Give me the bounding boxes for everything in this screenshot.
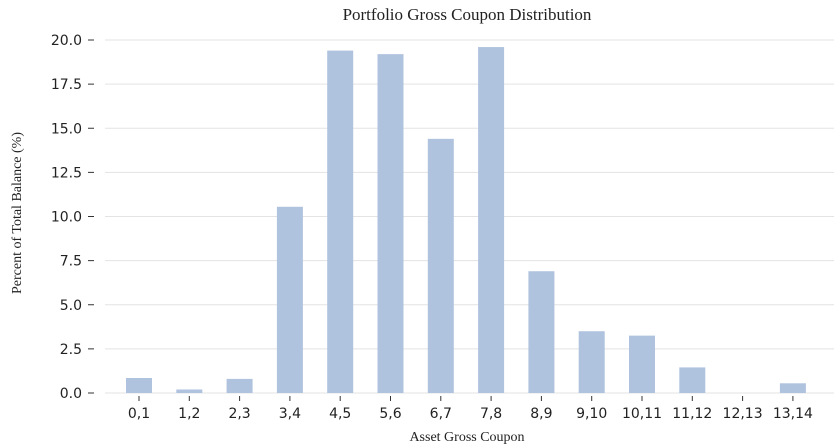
bar-10-11 [629,335,655,393]
x-tick-label: 2,3 [228,406,250,422]
x-tick-label: 6,7 [430,406,452,422]
bar-0-1 [126,377,152,393]
grid-lines [105,39,834,394]
x-tick-label: 12,13 [723,406,763,422]
bar-5-6 [377,54,404,394]
x-tick-label: 11,12 [672,406,712,422]
y-axis-ticks: 0.0 2.5 5.0 7.5 10.0 12.5 15.0 17.5 20.0 [51,33,94,402]
bar-4-5 [327,50,354,394]
x-tick-label: 3,4 [279,406,301,422]
x-tick-label: 9,10 [576,406,607,422]
x-axis-label: Asset Gross Coupon [409,430,524,445]
x-tick-label: 4,5 [329,406,351,422]
bar-6-7 [427,138,454,393]
x-tick-label: 13,14 [773,406,813,422]
y-tick-label: 12.5 [51,165,82,181]
y-axis-label: Percent of Total Balance (%) [10,132,25,294]
bar-1-2 [176,389,203,393]
x-tick-label: 8,9 [530,406,552,422]
y-tick-label: 0.0 [60,386,82,402]
bars [126,47,806,394]
y-tick-label: 20.0 [51,33,82,49]
y-tick-label: 10.0 [51,210,82,226]
x-tick-label: 0,1 [128,406,150,422]
bar-3-4 [276,206,303,393]
bar-2-3 [226,378,253,393]
x-axis-ticks: 0,1 1,2 2,3 3,4 4,5 5,6 6,7 7,8 8,9 9,10 10,11 11,1… [128,396,813,422]
y-tick-label: 5.0 [60,298,82,314]
x-tick-label: 7,8 [480,406,502,422]
bar-9-10 [578,331,605,393]
y-tick-label: 7.5 [60,254,82,270]
bar-13-14 [779,383,806,393]
bar-11-12 [679,367,706,393]
x-tick-label: 1,2 [178,406,200,422]
y-tick-label: 15.0 [51,121,82,137]
bar-7-8 [478,47,505,394]
y-tick-label: 2.5 [60,342,82,358]
x-tick-label: 5,6 [379,406,401,422]
chart-title: Portfolio Gross Coupon Distribution [343,5,592,24]
x-tick-label: 10,11 [622,406,662,422]
bar-8-9 [528,271,555,393]
y-tick-label: 17.5 [51,77,82,93]
